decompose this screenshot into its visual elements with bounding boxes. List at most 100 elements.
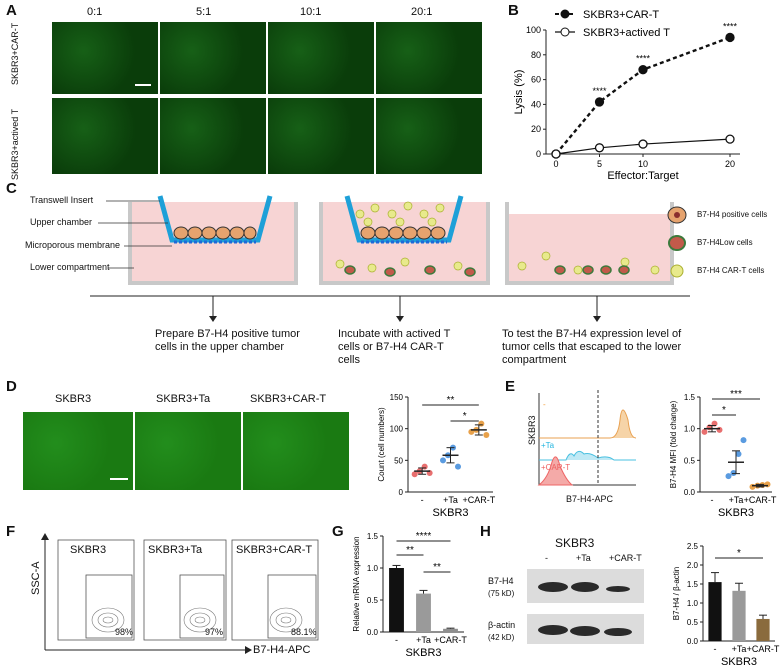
ratio-label: 20:1 [411,6,433,18]
x-axis-label: SKBR3 [718,507,754,519]
legend-low: B7-H4Low cells [697,238,753,247]
label-lower-compartment: Lower compartment [30,262,110,272]
y-axis-label: B7-H4 MFI (fold change) [669,400,678,488]
y-tick-label: 60 [531,75,541,85]
x-tick-label: +Ta [732,644,747,654]
y-tick-label: 0 [399,488,404,497]
y-tick-label: 0.5 [684,456,696,465]
step-3: To test the B7-H4 expression level of tu… [502,328,682,366]
micrograph [268,98,374,174]
y-tick-label: 0 [536,149,541,159]
legend-car-t: B7-H4 CAR-T cells [697,266,765,275]
data-point [594,143,605,153]
band-label: β-actin [488,620,516,630]
micrograph [243,412,349,490]
x-tick-label: - [714,644,717,654]
micrograph [268,22,374,94]
y-tick-label: 1.0 [684,425,696,434]
bar [708,582,722,641]
x-axis-label: Effector:Target [607,170,678,182]
significance-label: **** [636,54,651,64]
micrograph [23,412,133,490]
data-point [483,432,490,438]
x-tick-label: 0 [553,159,558,169]
flow-title: SKBR3+Ta [148,544,203,556]
micrograph [376,98,482,174]
data-point [725,134,735,144]
x-tick-label: +Ta [443,495,458,505]
x-tick-label: +CAR-T [744,495,777,505]
ratio-label: 10:1 [300,6,322,18]
y-tick-label: 1.0 [367,564,379,573]
data-point [730,470,737,476]
x-tick-label: +CAR-T [747,644,780,654]
bar [756,618,770,641]
x-tick-label: - [421,495,424,505]
image-title: SKBR3+Ta [156,393,211,405]
y-tick-label: 2.5 [687,542,699,551]
micrograph [160,22,266,94]
panel-b-label: B [508,2,519,19]
y-tick-label: 20 [531,124,541,134]
x-axis-label: SKBR3 [405,647,441,659]
significance-label: * [722,405,726,416]
y-tick-label: 100 [526,25,541,35]
y-axis-label: Relative mRNA expression [352,536,361,631]
scale-bar [135,84,151,86]
y-tick-label: 1.5 [367,532,379,541]
data-point [551,149,561,159]
x-axis-label: SKBR3 [432,507,468,519]
y-tick-label: 0.0 [687,637,699,646]
label-transwell-insert: Transwell Insert [30,195,94,205]
x-tick-label: - [395,635,398,645]
data-point [455,463,461,470]
significance-label: ** [406,545,414,556]
significance-label: **** [592,86,607,96]
micrograph [52,22,158,94]
y-tick-label: 2.0 [687,561,699,570]
data-point [411,471,418,478]
y-tick-label: 150 [390,393,404,402]
trace-car-t: +CAR-T [541,463,571,472]
panel-a-label: A [6,2,17,19]
y-tick-label: 0.5 [367,596,379,605]
panel-c-label: C [6,180,17,197]
y-axis-label: Lysis (%) [513,70,525,115]
panel-h-label: H [480,523,491,540]
data-point [701,428,708,435]
x-tick-label: +CAR-T [462,495,495,505]
y-axis-label: B7-H4 / β-actin [672,567,681,621]
significance-label: ** [433,562,441,573]
step-1: Prepare B7-H4 positive tumor cells in th… [155,328,300,353]
label-membrane: Microporous membrane [25,240,121,250]
panel-d-label: D [6,378,17,395]
x-tick-label: - [711,495,714,505]
flow-percent: 88.1% [291,627,317,637]
image-title: SKBR3 [55,393,92,405]
data-point [440,457,446,464]
y-tick-label: 0.0 [367,628,379,637]
data-point [740,437,747,444]
x-tick-label: 20 [725,159,735,169]
micrograph [376,22,482,94]
data-point [725,32,735,43]
ratio-label: 5:1 [196,6,212,18]
trace-none: - [543,400,546,409]
y-axis-label: Count (cell numbers) [377,407,386,482]
data-point [725,473,732,480]
lane-label: - [545,553,548,563]
micrograph [52,98,158,174]
data-point [594,97,605,107]
bar [389,568,404,632]
trace-ta: +Ta [541,441,555,450]
significance-label: **** [723,21,738,31]
step-2: Incubate with actived T cells or B7-H4 C… [338,328,451,366]
bar [732,590,746,641]
